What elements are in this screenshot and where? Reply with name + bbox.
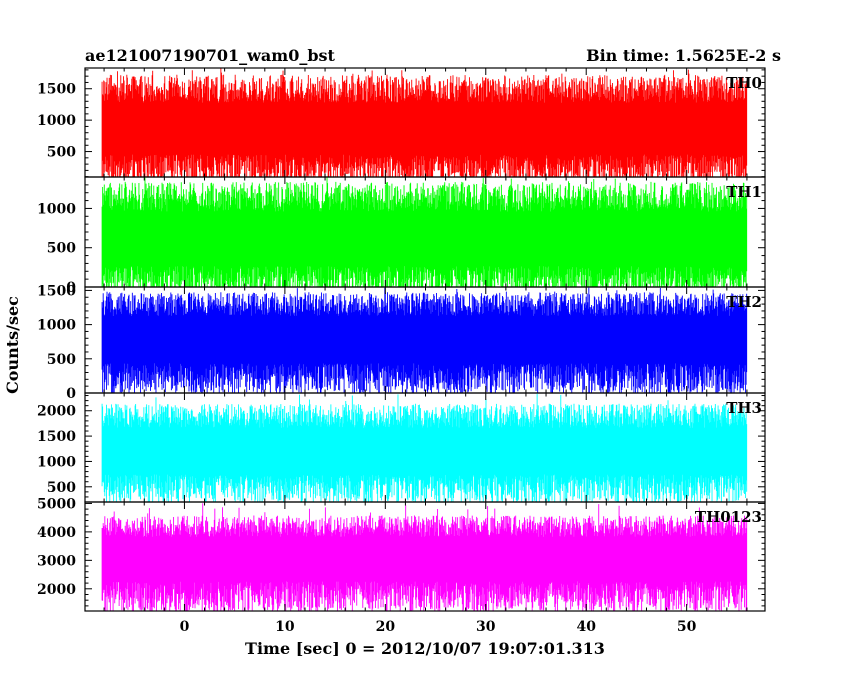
y-tick-label: 1000	[37, 454, 76, 470]
y-tick-label: 0	[66, 280, 76, 296]
panel-th0123: 2000 3000 4000 5000 TH0123 0 10 20 30 40 50	[37, 496, 766, 635]
y-tick-label: 2000	[37, 582, 76, 598]
x-axis-label: Time [sec] 0 = 2012/10/07 19:07:01.313	[245, 639, 605, 658]
y-tick-label: 2000	[37, 404, 76, 420]
series-th0123	[101, 503, 748, 611]
y-tick-label: 1000	[37, 318, 76, 334]
panel-th1: 0 500 1000 TH1	[37, 176, 766, 296]
series-th2	[101, 287, 748, 393]
panel-label: TH2	[726, 293, 762, 311]
panel-th0: 500 1000 1500 TH0	[37, 67, 766, 178]
series-th3	[101, 393, 748, 502]
y-tick-label: 1000	[37, 201, 76, 217]
y-tick-label: 1500	[37, 429, 76, 445]
y-tick-label: 0	[66, 386, 76, 402]
y-tick-label: 500	[47, 480, 76, 496]
panel-label: TH1	[726, 183, 762, 201]
y-tick-label: 1500	[37, 82, 76, 98]
x-tick-label: 30	[476, 619, 496, 635]
y-tick-label: 5000	[37, 496, 76, 512]
panel-label: TH0	[726, 74, 762, 92]
x-tick-label: 10	[275, 619, 295, 635]
x-tick-label: 40	[576, 619, 596, 635]
chart-title: ae121007190701_wam0_bst	[85, 46, 336, 65]
y-tick-label: 500	[47, 241, 76, 257]
x-tick-label: 50	[677, 619, 697, 635]
series-th1	[101, 177, 748, 287]
panel-label: TH0123	[695, 508, 762, 526]
y-tick-label: 1000	[37, 113, 76, 129]
y-tick-label: 3000	[37, 553, 76, 569]
x-tick-label: 0	[180, 619, 190, 635]
y-tick-label: 500	[47, 352, 76, 368]
y-tick-label: 4000	[37, 525, 76, 541]
x-tick-label: 20	[376, 619, 396, 635]
y-tick-label: 500	[47, 145, 76, 161]
y-axis-label: Counts/sec	[3, 296, 22, 394]
bin-time-label: Bin time: 1.5625E-2 s	[586, 46, 781, 65]
series-th0	[101, 68, 748, 177]
panel-frame	[84, 501, 766, 612]
y-tick-label: 1500	[37, 283, 76, 299]
panel-label: TH3	[726, 399, 762, 417]
panel-th3: 500 1000 1500 2000 TH3	[37, 392, 766, 503]
panel-th2: 0 500 1000 1500 TH2	[37, 283, 766, 402]
